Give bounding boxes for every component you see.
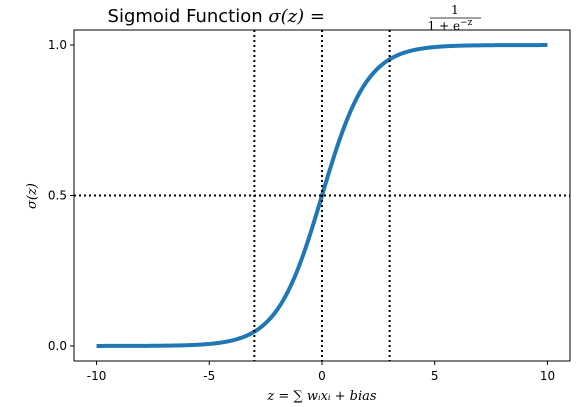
x-axis-label: z = ∑ wᵢxᵢ + bias — [266, 389, 376, 404]
x-tick-label: 5 — [431, 369, 439, 383]
chart-title-text: Sigmoid Function σ(z) = — [108, 6, 325, 27]
chart-title: Sigmoid Function σ(z) = 1 1 + e−z — [108, 3, 481, 33]
y-tick-label: 0.0 — [48, 339, 67, 353]
title-denominator: 1 + e−z — [428, 18, 473, 33]
title-math: σ(z) = — [268, 6, 325, 27]
y-tick-label: 0.5 — [48, 189, 67, 203]
x-tick-label: -10 — [87, 369, 107, 383]
x-tick-label: 0 — [318, 369, 326, 383]
x-tick-label: -5 — [203, 369, 215, 383]
x-tick-label: 10 — [540, 369, 555, 383]
y-axis-label: σ(z) — [25, 183, 40, 209]
plot-area — [74, 30, 570, 361]
title-numerator: 1 — [451, 3, 459, 17]
title-label: Sigmoid Function — [108, 6, 263, 27]
y-tick-label: 1.0 — [48, 38, 67, 52]
axes: -10 -5 0 5 10 0.0 0.5 1.0 — [48, 29, 571, 383]
